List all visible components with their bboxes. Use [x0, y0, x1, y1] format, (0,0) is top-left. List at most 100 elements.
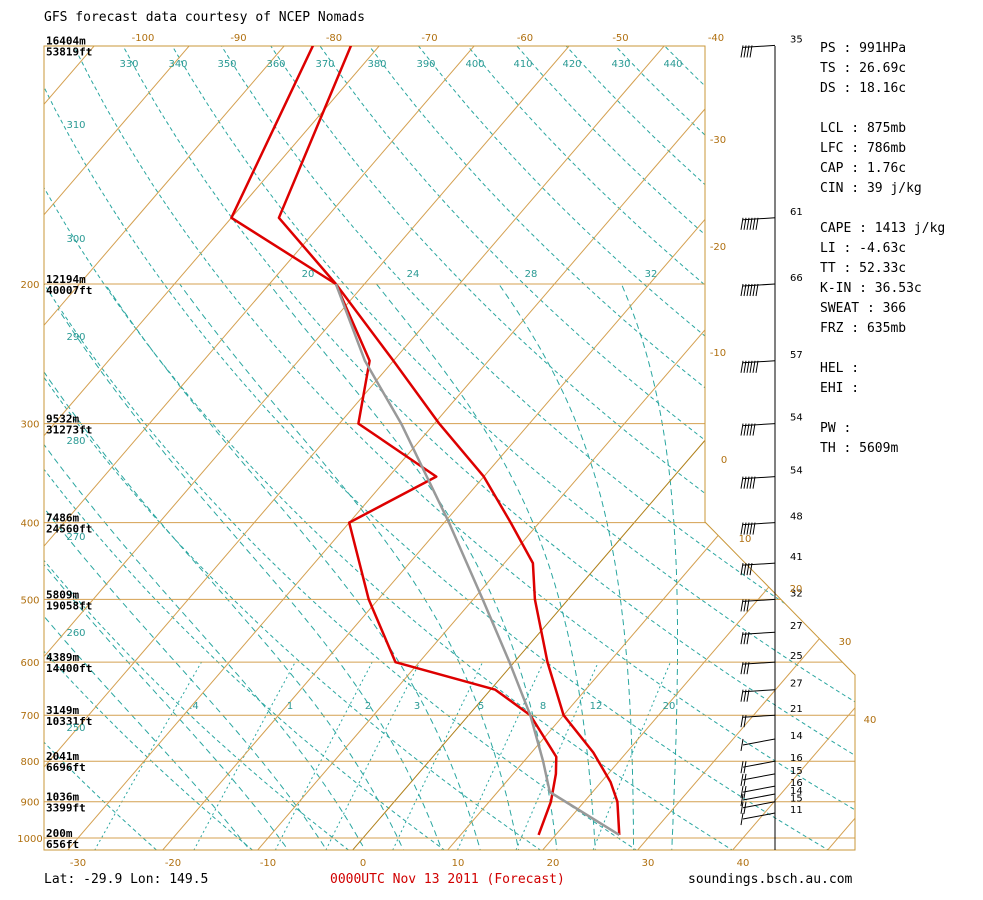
index-row: TT : 52.33c	[820, 261, 907, 276]
wind-barb-flag	[743, 773, 747, 786]
wind-barb-flag	[743, 217, 747, 230]
wind-barb	[740, 812, 776, 826]
dry-adiabat	[269, 46, 855, 850]
index-value: 26.69c	[859, 61, 907, 76]
isotherm-line	[158, 46, 855, 850]
wind-speed-label: 32	[790, 588, 803, 599]
wind-barb	[740, 44, 776, 58]
mixing-ratio-line	[390, 661, 484, 850]
wind-barb-shaft	[742, 44, 776, 48]
wind-barb	[740, 689, 776, 702]
wind-barb-shaft	[742, 773, 776, 781]
wind-barb-flag	[743, 423, 747, 436]
wind-speed-label: 14	[790, 731, 803, 742]
wind-barb	[740, 283, 776, 297]
wind-barb-flag	[743, 599, 747, 612]
wind-barb-flag	[746, 689, 750, 702]
wind-barb-flag	[740, 738, 744, 752]
height-ft-label: 24560ft	[46, 523, 92, 536]
dry-adiabat-label: 270	[66, 532, 85, 543]
dry-adiabat-label: 390	[416, 59, 435, 70]
pressure-tick-label: 700	[20, 711, 39, 722]
wind-barb-flag	[740, 283, 744, 297]
plot-border	[43, 45, 856, 851]
wind-barb-flag	[743, 283, 747, 297]
moist-adiabat-label: 24	[407, 269, 420, 280]
wind-barb-flag	[740, 761, 744, 774]
wind-speed-label: 54	[790, 413, 803, 424]
wind-barb-flag	[740, 786, 744, 799]
run-time-label: 0000UTC Nov 13 2011 (Forecast)	[330, 872, 565, 887]
wind-barb-shaft	[742, 801, 776, 809]
index-value: -4.63c	[859, 241, 907, 256]
dry-adiabat-label: 250	[66, 723, 85, 734]
index-row: CIN : 39 j/kg	[820, 181, 922, 196]
height-ft-label: 31273ft	[46, 424, 92, 437]
pressure-tick-label: 300	[20, 420, 39, 431]
wind-barb-flag	[746, 632, 750, 645]
chart-title: GFS forecast data courtesy of NCEP Nomad…	[44, 10, 365, 25]
wind-barb-flag	[743, 563, 747, 576]
wind-speed-label: 11	[790, 805, 803, 816]
wind-speed-label: 16	[790, 778, 803, 789]
wind-speed-label: 35	[790, 34, 803, 45]
x-tick-label: -20	[165, 858, 181, 869]
wind-barb-flag	[743, 689, 747, 702]
wind-barb-flag	[749, 217, 753, 230]
wind-barb-flag	[749, 423, 753, 436]
wind-speed-label: 57	[790, 350, 803, 361]
x-tick-label: 20	[547, 858, 560, 869]
wind-barb-flag	[752, 522, 756, 535]
wind-speed-label: 15	[790, 794, 803, 805]
isotherm-line	[44, 46, 317, 850]
dry-adiabat	[44, 46, 452, 850]
wind-barb-flag	[740, 689, 744, 702]
index-value: 635mb	[866, 321, 907, 336]
isotherm-edge-label: 20	[790, 584, 803, 595]
index-row: DS : 18.16c	[820, 81, 907, 96]
index-row: SWEAT : 366	[820, 301, 907, 316]
wind-barb-flag	[746, 662, 750, 675]
x-top-tick-label: -90	[230, 33, 246, 44]
mixing-ratio-label: 3	[414, 701, 420, 712]
moist-adiabat	[44, 380, 369, 850]
index-label: K-IN	[820, 281, 852, 296]
pressure-tick-label: 1000	[17, 834, 42, 845]
dry-adiabat	[44, 46, 259, 850]
pressure-tick-label: 400	[20, 519, 39, 530]
dry-adiabat	[220, 46, 855, 850]
dry-adiabat-label: 440	[663, 59, 682, 70]
parcel-line	[334, 283, 620, 836]
wind-barb-shaft	[742, 738, 776, 746]
index-value: 52.33c	[859, 261, 907, 276]
moist-adiabat	[621, 283, 678, 850]
wind-barb-flag	[740, 801, 744, 814]
wind-barb-flag	[746, 423, 750, 436]
dry-adiabat-label: 400	[465, 59, 484, 70]
wind-barb-flag	[743, 801, 747, 814]
x-tick-label: 10	[452, 858, 465, 869]
wind-barb-flag	[743, 761, 747, 774]
height-m-label: 2041m	[46, 750, 79, 763]
wind-barb-flag	[749, 360, 753, 373]
wind-barb-flag	[752, 423, 756, 436]
isotherm-line	[0, 9, 31, 855]
wind-barb-flag	[749, 283, 753, 297]
mixing-ratio-label: 20	[663, 701, 676, 712]
index-label: FRZ	[820, 321, 844, 336]
wind-barb-shaft	[742, 562, 776, 566]
mixing-ratio-label: 2	[365, 701, 371, 712]
moist-adiabat	[44, 411, 331, 850]
wind-barb-flag	[746, 360, 750, 373]
index-label: PS	[820, 41, 836, 56]
mixing-ratio-line	[323, 661, 421, 850]
index-label: TH	[820, 441, 836, 456]
mixing-ratio-label: 5	[478, 701, 484, 712]
index-row: LCL : 875mb	[820, 121, 907, 136]
wind-barb	[740, 217, 776, 230]
wind-barb-flag	[743, 662, 747, 675]
wind-barb-flag	[743, 522, 747, 535]
index-value: 1413 j/kg	[874, 221, 946, 236]
wind-barb	[740, 360, 776, 373]
index-value: 991HPa	[859, 41, 907, 56]
